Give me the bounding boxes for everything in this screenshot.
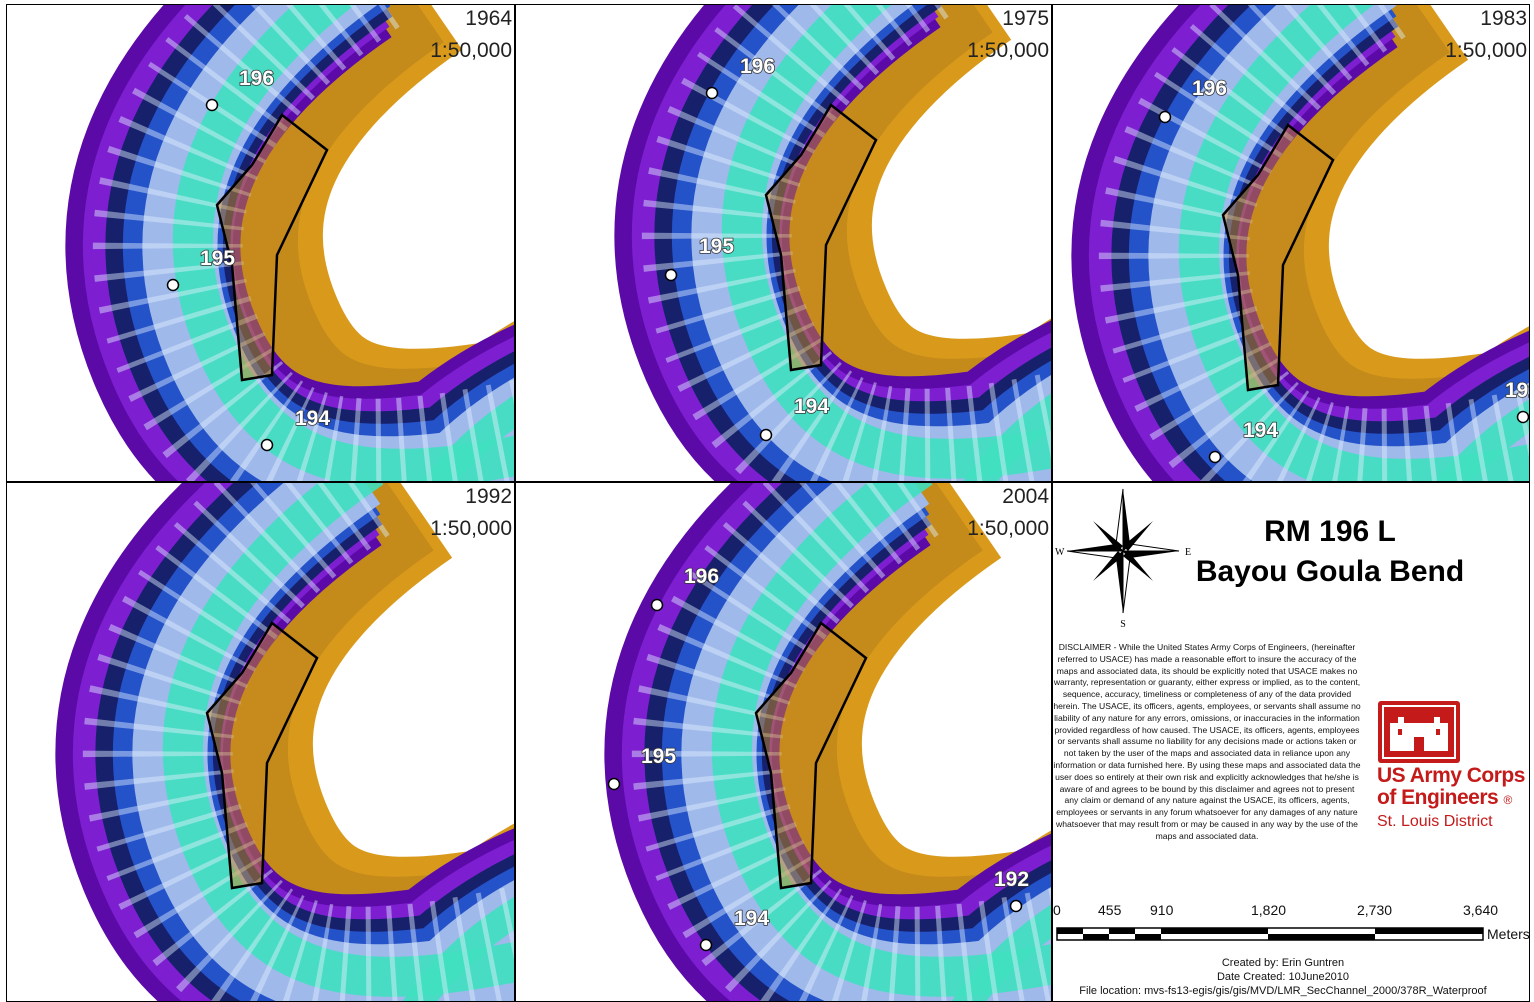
river-mile-label: 194 — [295, 407, 330, 430]
river-mile-marker — [666, 270, 677, 281]
map-title: RM 196 L — [1130, 515, 1530, 549]
river-map: 196 195 194 — [7, 5, 515, 482]
river — [153, 5, 515, 482]
river-mile-label: 196 — [1192, 77, 1227, 100]
compass-s: S — [1120, 619, 1126, 630]
district: St. Louis District — [1377, 813, 1493, 831]
map-panel: 196 195 194 1964 1:50,000 — [6, 4, 515, 482]
river-mile-marker — [207, 100, 218, 111]
scale-label: 1,820 — [1251, 902, 1286, 918]
scale-label: 455 — [1098, 902, 1121, 918]
page: N E S W RM 196 L Bayou Goula Bend DISCLA… — [0, 0, 1534, 1002]
panel-year: 2004 — [1002, 485, 1049, 509]
river-mile-marker — [1160, 112, 1171, 123]
map-subtitle: Bayou Goula Bend — [1130, 555, 1530, 589]
panel-scale: 1:50,000 — [967, 39, 1049, 63]
river — [143, 483, 515, 1002]
credit: Date Created: 10June2010 — [1053, 971, 1513, 983]
map-panel: 1992 1:50,000 — [6, 482, 515, 1002]
river-mile-label: 195 — [641, 745, 676, 768]
map-panel: 196 195 194 1975 1:50,000 — [515, 4, 1052, 482]
river-mile-marker — [652, 600, 663, 611]
scale-label: 0 — [1053, 902, 1061, 918]
river-mile-marker — [609, 779, 620, 790]
river-mile-label: 194 — [794, 395, 829, 418]
river-mile-marker — [707, 88, 718, 99]
river-mile-label: 194 — [1243, 419, 1278, 442]
logo-line: US Army Corps — [1377, 764, 1525, 788]
panel-year: 1975 — [1002, 7, 1049, 31]
scale-unit: Meters — [1487, 926, 1530, 942]
panel-year: 1964 — [465, 7, 512, 31]
registered: ® — [1504, 793, 1512, 807]
scale-label: 3,640 — [1463, 902, 1498, 918]
usace-castle — [1378, 701, 1460, 763]
scale-bar — [1057, 928, 1483, 940]
panel-scale: 1:50,000 — [430, 517, 512, 541]
river-mile-label: 195 — [200, 247, 235, 270]
river-mile-marker — [701, 940, 712, 951]
compass-w: W — [1055, 547, 1065, 558]
panel-year: 1983 — [1480, 7, 1527, 31]
river-mile-marker — [1011, 901, 1022, 912]
logo-line: of Engineers — [1377, 786, 1498, 809]
river-mile-marker — [168, 280, 179, 291]
river-mile-label: 192 — [1505, 379, 1530, 402]
river-mile-label: 196 — [239, 67, 274, 90]
river-mile-label: 194 — [734, 907, 769, 930]
disclaimer: DISCLAIMER - While the United States Arm… — [1053, 642, 1361, 843]
river-map: 196 194 192 — [1053, 5, 1530, 482]
river-mile-marker — [262, 440, 273, 451]
river-mile-marker — [1518, 412, 1529, 423]
credit: Created by: Erin Guntren — [1053, 957, 1513, 969]
river-map — [7, 483, 515, 1002]
panel-scale: 1:50,000 — [1445, 39, 1527, 63]
river-map: 196 195 194 — [516, 5, 1052, 482]
scale-label: 2,730 — [1357, 902, 1392, 918]
map-panel: 196 195 194 192 2004 1:50,000 — [515, 482, 1052, 1002]
compass-n: N — [1119, 483, 1126, 484]
river-mile-marker — [761, 430, 772, 441]
panel-scale: 1:50,000 — [430, 39, 512, 63]
river-mile-label: 196 — [684, 565, 719, 588]
map-panel: 196 194 192 1983 1:50,000 — [1052, 4, 1530, 482]
panel-scale: 1:50,000 — [967, 517, 1049, 541]
river-map: 196 195 194 192 — [516, 483, 1052, 1002]
river-mile-label: 196 — [740, 55, 775, 78]
river-mile-label: 192 — [994, 868, 1029, 891]
scale-label: 910 — [1150, 902, 1173, 918]
logo-line: of Engineers ® — [1377, 786, 1512, 810]
credit: File location: mvs-fs13-egis/gis/gis/MVD… — [1053, 985, 1513, 997]
river-mile-label: 195 — [699, 235, 734, 258]
panel-year: 1992 — [465, 485, 512, 509]
river-mile-marker — [1210, 452, 1221, 463]
